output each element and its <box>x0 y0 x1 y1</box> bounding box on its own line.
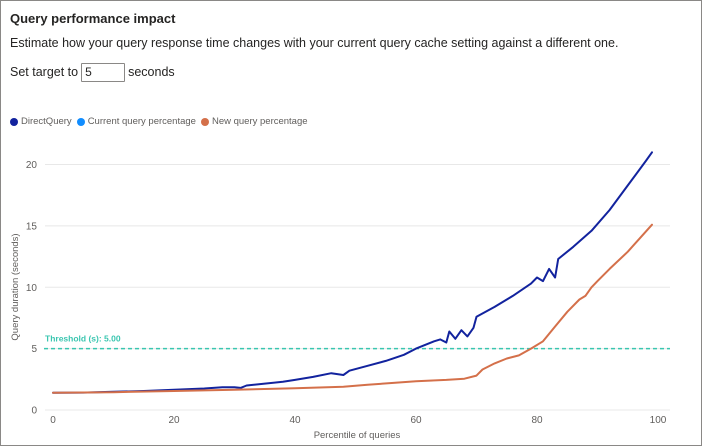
x-tick-label-60: 60 <box>410 415 422 426</box>
x-tick-label-40: 40 <box>289 415 301 426</box>
legend-label-new: New query percentage <box>211 116 308 127</box>
x-tick-labels: 0 20 40 60 80 100 <box>50 415 667 426</box>
legend-dot-current <box>76 117 85 126</box>
x-tick-label-100: 100 <box>650 415 667 426</box>
page-title: Query performance impact <box>10 11 176 26</box>
description-text: Estimate how your query response time ch… <box>10 36 619 50</box>
x-tick-label-20: 20 <box>168 415 180 426</box>
threshold-layer: Threshold (s): 5.00 <box>44 334 670 350</box>
target-suffix-label: seconds <box>128 65 175 79</box>
legend-item-new[interactable]: New query percentage <box>200 116 308 127</box>
series-line-directquery[interactable] <box>52 151 653 394</box>
legend-dot-new <box>200 117 209 126</box>
y-tick-label-5: 5 <box>31 344 37 355</box>
series-layer <box>52 151 653 394</box>
y-tick-label-10: 10 <box>26 283 38 294</box>
series-line-new-query-percentage[interactable] <box>52 223 653 394</box>
legend-item-current[interactable]: Current query percentage <box>76 116 196 127</box>
y-tick-label-15: 15 <box>26 221 38 232</box>
x-tick-label-0: 0 <box>50 415 56 426</box>
legend-label-directquery: DirectQuery <box>21 116 72 127</box>
target-seconds-input[interactable] <box>81 62 126 82</box>
threshold-label: Threshold (s): 5.00 <box>45 334 121 344</box>
legend-dot-directquery <box>10 117 18 126</box>
legend-label-current: Current query percentage <box>87 116 196 127</box>
target-row: Set target to seconds <box>10 61 175 83</box>
grid-layer <box>45 164 670 411</box>
y-axis-title: Query duration (seconds) <box>10 233 21 340</box>
chart-legend: DirectQuery Current query percentage New… <box>10 116 313 127</box>
y-tick-labels: 0 5 10 15 20 <box>26 160 38 416</box>
x-tick-label-80: 80 <box>531 415 543 426</box>
legend-item-directquery[interactable]: DirectQuery <box>10 116 72 127</box>
y-tick-label-20: 20 <box>26 160 38 171</box>
target-prefix-label: Set target to <box>10 65 79 79</box>
x-axis-title: Percentile of queries <box>314 430 401 441</box>
y-tick-label-0: 0 <box>31 406 37 417</box>
